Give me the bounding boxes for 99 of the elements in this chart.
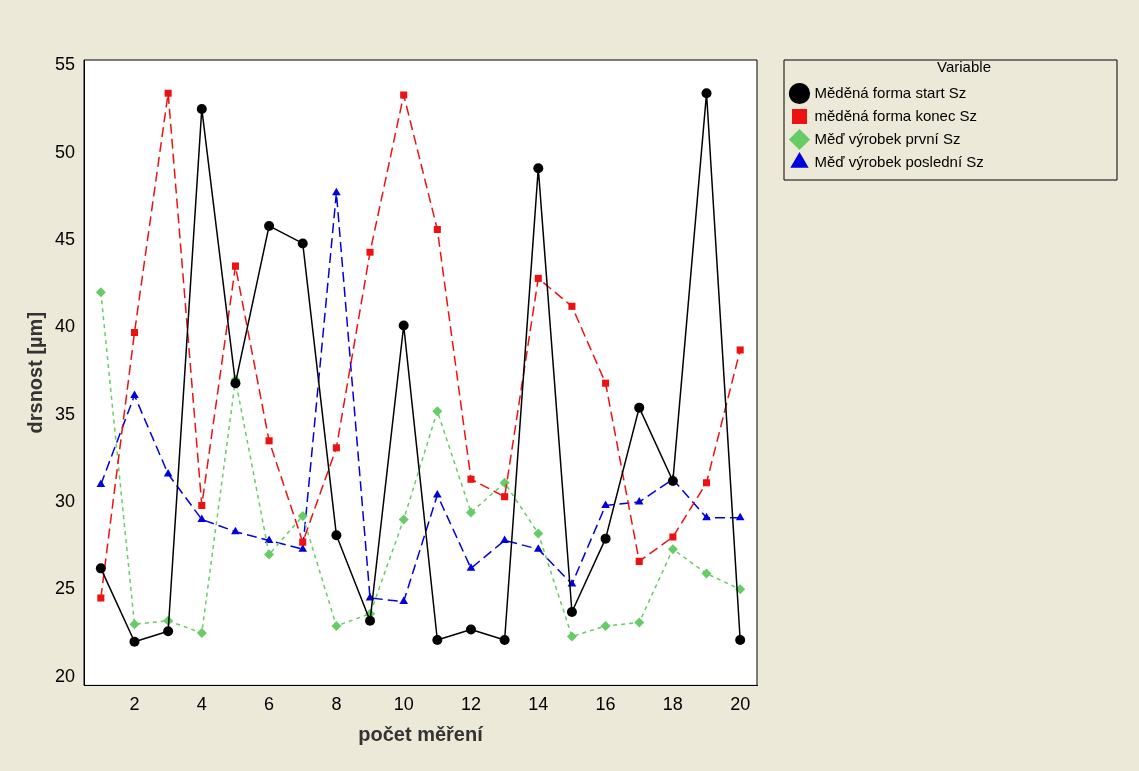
point <box>735 634 746 645</box>
point <box>433 489 442 498</box>
point <box>601 500 610 508</box>
x-axis-title: počet měření <box>358 722 485 745</box>
point <box>501 493 509 501</box>
x-tick-label: 20 <box>730 694 751 715</box>
legend-label: Měď výrobek poslední Sz <box>814 152 984 170</box>
point <box>500 535 509 543</box>
point <box>129 619 140 630</box>
point <box>568 302 576 310</box>
point <box>600 621 611 631</box>
point <box>398 514 409 525</box>
point <box>467 475 475 483</box>
x-tick-label: 8 <box>331 694 342 715</box>
point <box>331 530 342 541</box>
point <box>129 636 140 647</box>
point <box>499 634 510 645</box>
point <box>130 328 139 337</box>
point <box>635 557 643 565</box>
point <box>163 469 173 477</box>
point <box>196 103 207 114</box>
point <box>365 615 376 626</box>
point <box>399 596 409 605</box>
point <box>667 476 678 487</box>
point <box>736 346 744 354</box>
y-tick-label: 50 <box>54 141 76 162</box>
point <box>331 621 342 631</box>
point <box>163 626 174 637</box>
point <box>197 514 207 522</box>
point <box>634 617 645 628</box>
legend-label: Měď výrobek první Sz <box>814 129 961 147</box>
point <box>499 477 510 488</box>
y-tick-label: 35 <box>54 403 76 424</box>
point <box>231 262 239 270</box>
legend-label: Měděná forma start Sz <box>814 83 967 101</box>
point <box>97 594 105 602</box>
x-tick-label: 12 <box>460 694 481 715</box>
point <box>634 402 645 413</box>
point <box>264 535 274 543</box>
point <box>130 390 139 398</box>
point <box>432 406 443 417</box>
y-tick-label: 40 <box>54 316 76 337</box>
point <box>533 163 544 174</box>
y-tick-label: 55 <box>54 54 76 75</box>
point <box>400 91 408 99</box>
point <box>264 549 275 560</box>
x-tick-label: 4 <box>196 694 207 715</box>
point <box>332 444 340 452</box>
point <box>297 238 308 249</box>
point <box>332 187 341 196</box>
point <box>95 287 106 298</box>
y-tick-label: 20 <box>54 665 76 686</box>
y-tick-label: 30 <box>54 490 76 511</box>
point <box>365 593 375 601</box>
point <box>667 544 678 555</box>
point <box>265 437 273 445</box>
point <box>298 544 308 552</box>
point <box>466 563 476 571</box>
legend-title: Variable <box>937 57 991 75</box>
point <box>433 225 441 233</box>
y-tick-label: 45 <box>54 228 76 249</box>
point <box>398 320 409 331</box>
point <box>566 607 577 618</box>
point <box>566 631 577 642</box>
point <box>701 568 712 579</box>
x-tick-label: 14 <box>528 694 549 715</box>
x-tick-label: 16 <box>595 694 616 715</box>
point <box>164 89 172 97</box>
point <box>533 528 544 539</box>
point <box>634 496 644 505</box>
point <box>701 88 712 99</box>
x-tick-label: 10 <box>393 694 414 715</box>
x-tick-label: 2 <box>129 694 140 715</box>
point <box>231 526 240 535</box>
point <box>196 627 207 638</box>
y-tick-label: 25 <box>54 578 76 599</box>
point <box>465 507 476 518</box>
point <box>533 544 543 552</box>
x-tick-label: 18 <box>662 694 683 715</box>
point <box>96 479 106 487</box>
x-tick-label: 6 <box>264 694 275 715</box>
point <box>432 634 443 645</box>
point <box>299 538 307 546</box>
y-axis-title: drsnost [µm] <box>23 311 46 434</box>
point <box>465 624 476 635</box>
point <box>702 479 711 487</box>
point <box>735 512 745 521</box>
point <box>366 248 374 256</box>
point <box>297 510 308 521</box>
point <box>600 533 611 544</box>
point <box>198 501 206 509</box>
legend-label: měděná forma konec Sz <box>814 106 978 124</box>
point <box>264 220 275 231</box>
point <box>702 512 711 521</box>
point <box>230 378 241 389</box>
point <box>95 563 106 574</box>
point <box>534 274 542 282</box>
point <box>669 533 677 541</box>
point <box>602 379 610 387</box>
